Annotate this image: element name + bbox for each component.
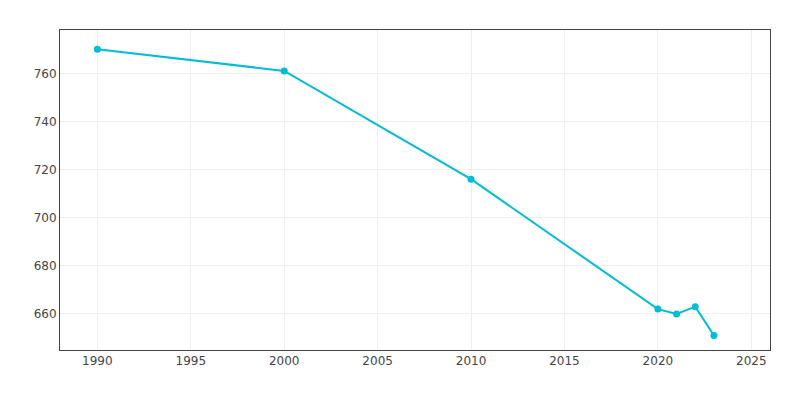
svg-text:760: 760 [34,67,57,81]
svg-text:720: 720 [34,163,57,177]
svg-text:1990: 1990 [82,354,113,368]
svg-text:740: 740 [34,115,57,129]
svg-text:2025: 2025 [736,354,767,368]
svg-text:2020: 2020 [643,354,674,368]
svg-text:2015: 2015 [549,354,580,368]
svg-text:660: 660 [34,307,57,321]
svg-text:2005: 2005 [362,354,393,368]
svg-text:1995: 1995 [176,354,207,368]
svg-text:680: 680 [34,259,57,273]
svg-text:2000: 2000 [269,354,300,368]
svg-text:2010: 2010 [456,354,487,368]
svg-text:700: 700 [34,211,57,225]
